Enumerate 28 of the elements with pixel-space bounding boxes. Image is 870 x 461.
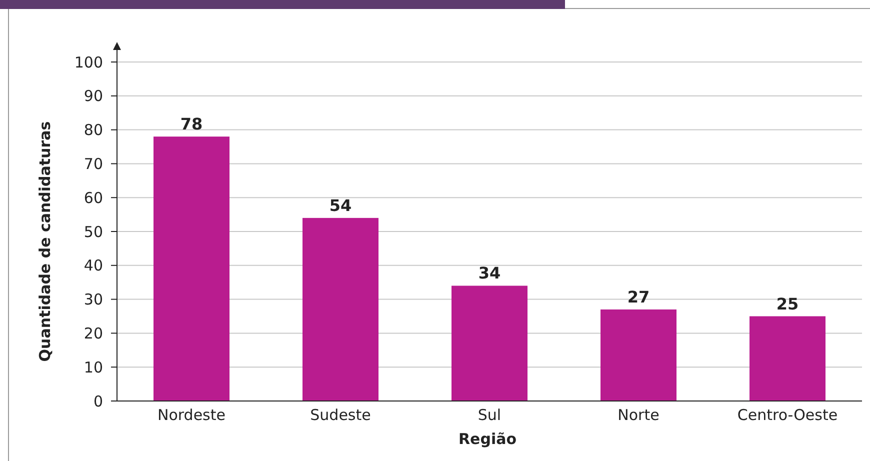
y-tick-label: 70 — [84, 154, 103, 173]
data-label: 78 — [180, 114, 203, 134]
y-tick-label: 100 — [74, 53, 103, 72]
bar — [600, 309, 676, 401]
x-tick-label: Centro-Oeste — [737, 406, 838, 424]
y-axis-title: Quantidade de candidaturas — [36, 121, 54, 362]
bar — [452, 286, 528, 401]
data-label: 54 — [329, 196, 352, 215]
bar — [154, 136, 230, 401]
x-tick-label: Sul — [478, 406, 502, 424]
x-tick-label: Norte — [618, 406, 660, 424]
data-label: 27 — [627, 287, 650, 306]
x-tick-label: Nordeste — [158, 406, 226, 424]
y-tick-label: 20 — [84, 324, 103, 342]
data-label: 34 — [478, 264, 501, 283]
data-label: 25 — [776, 294, 799, 314]
y-tick-label: 80 — [84, 121, 103, 140]
y-tick-label: 60 — [84, 188, 103, 207]
bar — [302, 218, 378, 401]
y-tick-label: 90 — [84, 87, 103, 106]
y-tick-label: 30 — [84, 290, 103, 309]
x-axis-title: Região — [458, 430, 517, 448]
y-tick-label: 10 — [84, 358, 103, 376]
y-tick-label: 0 — [93, 392, 103, 410]
x-tick-label: Sudeste — [310, 406, 371, 424]
bar — [750, 316, 826, 401]
y-tick-label: 50 — [84, 222, 103, 241]
y-tick-label: 40 — [84, 256, 103, 275]
